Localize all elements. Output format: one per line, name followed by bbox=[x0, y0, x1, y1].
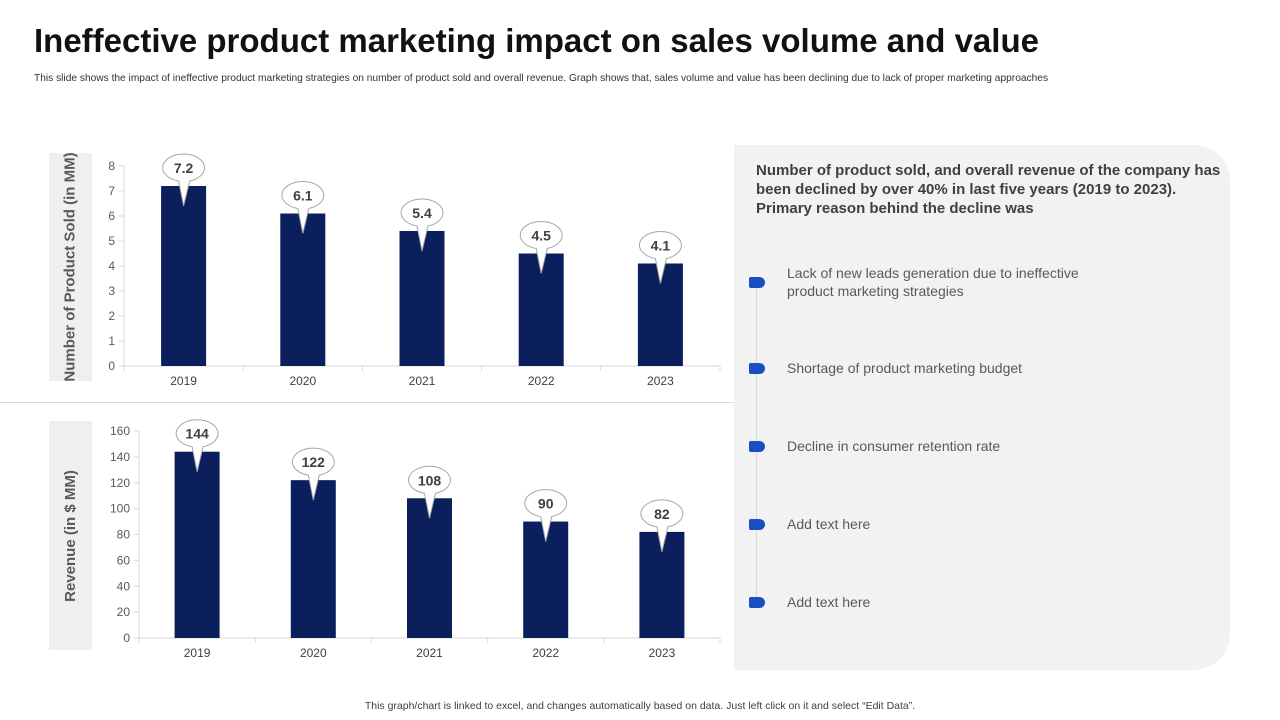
x-tick-label: 2019 bbox=[184, 646, 211, 660]
data-label-callout: 82 bbox=[640, 499, 684, 553]
y-tick-label: 80 bbox=[117, 528, 131, 542]
callout-bubble bbox=[281, 181, 325, 234]
bullet-icon bbox=[749, 519, 765, 530]
data-label: 82 bbox=[654, 506, 670, 522]
x-tick-label: 2019 bbox=[170, 374, 197, 388]
data-label-callout: 5.4 bbox=[400, 198, 444, 252]
chart-divider bbox=[0, 402, 735, 403]
data-label: 144 bbox=[185, 426, 209, 442]
callout-bubble bbox=[519, 221, 563, 274]
data-label: 6.1 bbox=[293, 188, 313, 204]
footnote: This graph/chart is linked to excel, and… bbox=[364, 700, 916, 712]
callout-bubble bbox=[291, 447, 335, 501]
y-tick-label: 140 bbox=[110, 450, 130, 464]
bar-2021 bbox=[407, 498, 452, 638]
y-tick-label: 0 bbox=[123, 631, 130, 645]
y-axis-label-box-revenue: Revenue (in $ MM) bbox=[49, 421, 92, 650]
page-title: Ineffective product marketing impact on … bbox=[34, 22, 1039, 59]
data-label: 5.4 bbox=[412, 205, 432, 221]
page-subtitle: This slide shows the impact of ineffecti… bbox=[34, 73, 1049, 84]
y-tick-label: 1 bbox=[108, 334, 115, 348]
reason-item: Add text here bbox=[787, 516, 871, 532]
callout-bubble bbox=[400, 198, 444, 252]
x-tick-label: 2022 bbox=[532, 646, 559, 660]
callout-bubble bbox=[162, 153, 206, 207]
data-label-callout: 144 bbox=[175, 419, 219, 472]
data-label: 4.5 bbox=[531, 228, 551, 244]
data-label: 108 bbox=[418, 472, 442, 488]
y-tick-label: 0 bbox=[108, 359, 115, 373]
data-label-callout: 4.1 bbox=[638, 231, 682, 284]
data-label-callout: 6.1 bbox=[281, 181, 325, 234]
data-label: 7.2 bbox=[174, 160, 194, 176]
panel-heading: Number of product sold, and overall reve… bbox=[756, 162, 1221, 217]
y-tick-label: 40 bbox=[117, 579, 131, 593]
callout-bubble bbox=[407, 465, 452, 519]
data-label: 122 bbox=[302, 454, 326, 470]
revenue-chart: 0 20 40 60 80 100 120 140 160 2019 144 2020 122 2021 1… bbox=[110, 419, 721, 660]
y-tick-label: 4 bbox=[108, 259, 115, 273]
callout-bubble bbox=[175, 419, 219, 472]
data-label-callout: 4.5 bbox=[519, 221, 563, 274]
y-tick-label: 120 bbox=[110, 476, 130, 490]
bullet-icon bbox=[749, 363, 765, 374]
bar-2020 bbox=[290, 480, 336, 638]
reason-item: Decline in consumer retention rate bbox=[787, 438, 1001, 454]
bar-2019 bbox=[161, 186, 207, 366]
callout-bubble bbox=[524, 489, 568, 542]
units-sold-chart: 0 1 2 3 4 5 6 7 8 2019 7.2 2020 6.1 2021 5.4 2022 4.5 202… bbox=[108, 153, 721, 388]
y-tick-label: 5 bbox=[108, 234, 115, 248]
bar-2021 bbox=[399, 231, 445, 366]
x-tick-label: 2023 bbox=[647, 374, 674, 388]
y-tick-label: 160 bbox=[110, 424, 130, 438]
data-label-callout: 7.2 bbox=[162, 153, 206, 207]
x-tick-label: 2020 bbox=[300, 646, 327, 660]
data-label-callout: 122 bbox=[291, 447, 335, 501]
callout-bubble bbox=[638, 231, 682, 284]
y-tick-label: 60 bbox=[117, 553, 131, 567]
reason-item: Lack of new leads generation due to inef… bbox=[787, 265, 1079, 299]
x-tick-label: 2023 bbox=[649, 646, 676, 660]
data-label: 4.1 bbox=[651, 238, 671, 254]
data-label-callout: 108 bbox=[407, 465, 452, 519]
bullet-icon bbox=[749, 597, 765, 608]
data-label-callout: 90 bbox=[524, 489, 568, 542]
data-label: 90 bbox=[538, 496, 554, 512]
y-tick-label: 100 bbox=[110, 502, 130, 516]
bullet-icon bbox=[749, 441, 765, 452]
y-tick-label: 6 bbox=[108, 209, 115, 223]
y-tick-label: 20 bbox=[117, 605, 131, 619]
y-tick-label: 7 bbox=[108, 184, 115, 198]
bar-2020 bbox=[280, 213, 326, 366]
y-tick-label: 8 bbox=[108, 159, 115, 173]
bar-2019 bbox=[174, 451, 220, 638]
callout-bubble bbox=[640, 499, 684, 553]
reason-item: Add text here bbox=[787, 594, 871, 610]
y-tick-label: 3 bbox=[108, 284, 115, 298]
y-tick-label: 2 bbox=[108, 309, 115, 323]
reason-item: Shortage of product marketing budget bbox=[787, 360, 1023, 376]
x-tick-label: 2021 bbox=[409, 374, 436, 388]
x-tick-label: 2022 bbox=[528, 374, 555, 388]
x-tick-label: 2020 bbox=[289, 374, 316, 388]
x-tick-label: 2021 bbox=[416, 646, 443, 660]
bullet-icon bbox=[749, 277, 765, 288]
y-axis-label-box-units: Number of Product Sold (in MM) bbox=[49, 152, 92, 382]
reasons-panel: Number of product sold, and overall reve… bbox=[734, 145, 1230, 670]
